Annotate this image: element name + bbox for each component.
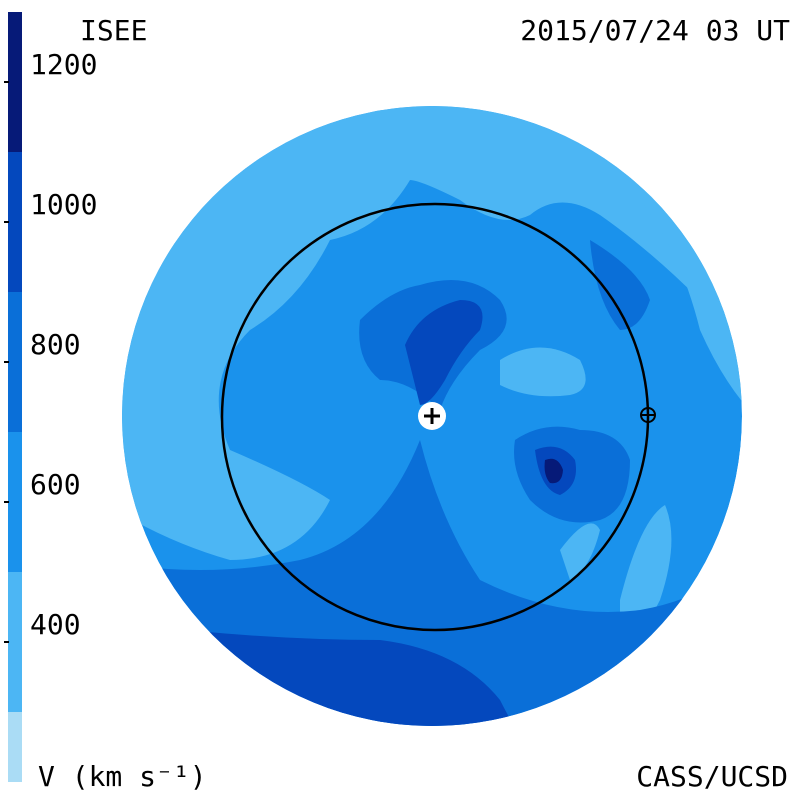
colorbar-tick-label: 1000 [30,188,97,221]
colorbar-band [8,292,22,432]
colorbar-tick-label: 800 [30,328,81,361]
colorbar-band [8,152,22,292]
earth-cross [641,408,655,422]
credit: CASS/UCSD [636,760,788,793]
colorbar-tick-label: 400 [30,608,81,641]
contour-region [405,300,483,405]
contour-region [544,458,563,484]
colorbar-label: V (km s⁻¹) [38,760,207,793]
colorbar-band [8,432,22,572]
colorbar-band [8,572,22,712]
colorbar-band [8,12,22,152]
colorbar-band [8,712,22,782]
contour-region [122,106,742,560]
contour-region [560,523,600,580]
sun-cross [424,408,440,424]
contour-region [500,347,586,397]
timestamp: 2015/07/24 03 UT [520,14,790,47]
contour-region [620,505,672,640]
contour-region [590,240,650,330]
source-label: ISEE [80,14,147,47]
velocity-map [122,106,742,726]
colorbar: 400 600 800 1000 1200 [4,12,97,782]
colorbar-tick-label: 600 [30,468,81,501]
colorbar-tick-label: 1200 [30,48,97,81]
